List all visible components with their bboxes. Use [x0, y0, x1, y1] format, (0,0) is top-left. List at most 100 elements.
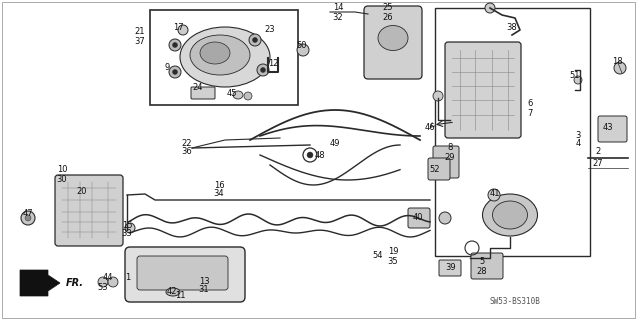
Circle shape: [25, 215, 31, 221]
Circle shape: [257, 64, 269, 76]
Text: 23: 23: [265, 26, 275, 35]
Circle shape: [297, 44, 309, 56]
Circle shape: [169, 66, 181, 78]
Text: 16: 16: [213, 180, 224, 189]
Text: 20: 20: [76, 188, 87, 196]
Text: 8: 8: [447, 143, 453, 153]
Ellipse shape: [233, 91, 243, 99]
FancyBboxPatch shape: [445, 42, 521, 138]
FancyArrowPatch shape: [431, 123, 435, 127]
Ellipse shape: [482, 194, 538, 236]
Text: 44: 44: [103, 274, 113, 283]
FancyBboxPatch shape: [439, 260, 461, 276]
Text: 33: 33: [122, 228, 132, 237]
Text: 19: 19: [388, 247, 398, 257]
Text: 10: 10: [57, 165, 68, 174]
Circle shape: [433, 91, 443, 101]
Text: 22: 22: [182, 139, 192, 148]
Bar: [150, 10, 298, 105]
Text: 27: 27: [592, 159, 603, 169]
Text: 12: 12: [268, 59, 278, 68]
Text: 21: 21: [135, 28, 145, 36]
Circle shape: [488, 189, 500, 201]
Circle shape: [252, 37, 257, 43]
FancyBboxPatch shape: [125, 247, 245, 302]
Text: 2: 2: [596, 148, 601, 156]
Text: 29: 29: [445, 154, 455, 163]
Circle shape: [485, 3, 495, 13]
Text: 6: 6: [527, 100, 533, 108]
Circle shape: [178, 25, 188, 35]
Circle shape: [169, 39, 181, 51]
Circle shape: [249, 34, 261, 46]
Bar: [435, 8, 590, 256]
Text: 41: 41: [490, 188, 500, 197]
Circle shape: [173, 43, 178, 47]
Text: 43: 43: [603, 123, 613, 132]
Text: 50: 50: [297, 41, 307, 50]
Text: 54: 54: [373, 252, 383, 260]
Text: 5: 5: [480, 258, 485, 267]
Text: 42: 42: [167, 286, 177, 295]
Circle shape: [574, 76, 582, 84]
Text: 31: 31: [199, 285, 210, 294]
FancyBboxPatch shape: [137, 256, 228, 290]
Circle shape: [98, 277, 108, 287]
FancyBboxPatch shape: [191, 87, 215, 99]
Text: 46: 46: [425, 124, 435, 132]
FancyBboxPatch shape: [428, 158, 450, 180]
Text: 9: 9: [164, 63, 169, 73]
Text: 35: 35: [388, 257, 398, 266]
Text: 18: 18: [612, 58, 622, 67]
FancyBboxPatch shape: [408, 208, 430, 228]
Circle shape: [261, 68, 266, 73]
Text: 26: 26: [383, 13, 393, 22]
Text: 32: 32: [333, 13, 343, 22]
Polygon shape: [20, 270, 60, 296]
Ellipse shape: [378, 26, 408, 51]
Circle shape: [173, 69, 178, 75]
Circle shape: [125, 223, 135, 233]
Text: 3: 3: [575, 131, 581, 140]
FancyBboxPatch shape: [598, 116, 627, 142]
Circle shape: [108, 277, 118, 287]
FancyBboxPatch shape: [433, 146, 459, 178]
Text: 52: 52: [430, 165, 440, 174]
Ellipse shape: [200, 42, 230, 64]
FancyBboxPatch shape: [55, 175, 123, 246]
Text: 39: 39: [446, 263, 456, 273]
Ellipse shape: [166, 288, 180, 296]
Text: 36: 36: [182, 148, 192, 156]
Ellipse shape: [492, 201, 527, 229]
Text: 48: 48: [315, 150, 326, 159]
Circle shape: [244, 92, 252, 100]
Text: 11: 11: [175, 291, 185, 300]
Circle shape: [439, 212, 451, 224]
Text: 49: 49: [330, 139, 340, 148]
Text: 30: 30: [57, 175, 68, 185]
Circle shape: [307, 152, 313, 158]
Text: 14: 14: [333, 4, 343, 12]
Text: 34: 34: [213, 188, 224, 197]
Text: 25: 25: [383, 4, 393, 12]
Text: 47: 47: [23, 209, 33, 218]
Text: SW53-BS310B: SW53-BS310B: [490, 298, 541, 307]
Text: 13: 13: [199, 276, 210, 285]
Text: 1: 1: [125, 274, 131, 283]
Circle shape: [614, 62, 626, 74]
Circle shape: [21, 211, 35, 225]
Text: 24: 24: [193, 84, 203, 92]
FancyBboxPatch shape: [471, 253, 503, 279]
Text: 4: 4: [575, 139, 580, 148]
Text: 37: 37: [134, 37, 145, 46]
Ellipse shape: [180, 27, 270, 87]
Text: 53: 53: [97, 283, 108, 292]
Text: 7: 7: [527, 108, 533, 117]
Text: 17: 17: [173, 23, 183, 33]
FancyBboxPatch shape: [364, 6, 422, 79]
Text: 28: 28: [476, 268, 487, 276]
Text: 51: 51: [569, 70, 580, 79]
Text: 45: 45: [227, 90, 237, 99]
Text: 40: 40: [413, 213, 423, 222]
Ellipse shape: [190, 35, 250, 75]
